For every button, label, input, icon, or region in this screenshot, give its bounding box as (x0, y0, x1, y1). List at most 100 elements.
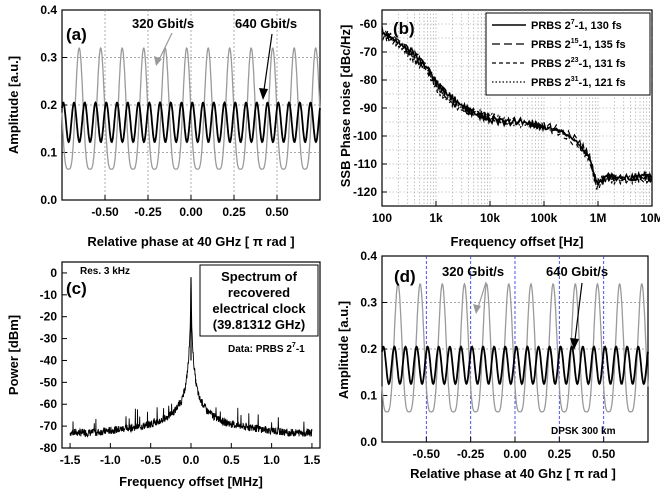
resolution-note: Res. 3 kHz (80, 266, 130, 277)
tick-label-b-y-4: -100 (353, 129, 377, 143)
panel-label-c: (c) (66, 279, 87, 298)
legend-b-label-tail-2: -1, 131 fs (579, 58, 626, 70)
xlabel-c: Frequency offset [MHz] (119, 474, 263, 489)
tick-label-c-y-3: -30 (40, 332, 58, 346)
legend-b-box (485, 12, 651, 96)
legend-b-label-2: PRBS 223-1, 131 fs (531, 57, 626, 70)
tick-label-c-y-1: -10 (40, 288, 58, 302)
legend-b-label-exp-3: 31 (571, 76, 579, 83)
tick-label-b-x-2: 10k (480, 211, 500, 225)
tick-label-d-x-4: 0.50 (592, 447, 616, 461)
tick-label-a-y-1: 0.1 (40, 146, 57, 160)
tick-label-c-x-6: 1.5 (304, 453, 321, 467)
series-c (69, 277, 313, 438)
legend-b-label-tail-3: -1, 121 fs (579, 77, 626, 89)
tick-label-c-y-5: -50 (40, 375, 58, 389)
arrow-d-640 (574, 282, 583, 341)
panel-c: -1.5 -1.0 -0.5 0.0 0.5 1.0 1.5 0 -10 -20 -30 -40 -50… (6, 261, 321, 489)
arrow-a-320 (157, 32, 173, 63)
tick-label-b-y-3: -90 (360, 101, 378, 115)
tick-label-c-y-2: -20 (40, 310, 58, 324)
annotation-a-320: 320 Gbit/s (132, 16, 194, 31)
tick-label-b-x-1: 1k (429, 211, 443, 225)
series-c-spectrum (69, 277, 313, 438)
legend-b-label-base-3: PRBS 2 (531, 77, 571, 89)
arrowhead-d-640 (570, 338, 579, 350)
xlabel-a-text: Relative phase at 40 GHz (87, 234, 241, 249)
data-note-tail: -1 (296, 344, 305, 355)
legend-b-label-base-2: PRBS 2 (531, 58, 571, 70)
legend-b-label-base-1: PRBS 2 (531, 39, 571, 51)
panel-a: -0.50 -0.25 0.00 0.25 0.50 0.0 0.1 0.2 0.3 0.4 (a… (6, 3, 321, 249)
arrowhead-d-320 (473, 304, 481, 314)
legend-b-label-3: PRBS 231-1, 121 fs (531, 76, 626, 89)
arrowhead-a-320 (154, 56, 162, 66)
tick-label-c-x-2: -0.5 (140, 453, 161, 467)
panel-b: 100 1k 10k 100k 1M 10M -60 -70 -80 -90 -100 -110 -12… (338, 9, 660, 249)
ylabel-d: Amplitude [a.u.] (336, 301, 351, 399)
legend-b-label-exp-0: 7 (571, 19, 575, 26)
panel-label-d: (d) (394, 267, 416, 286)
series-d (381, 282, 649, 413)
ticks-b: 100 1k 10k 100k 1M 10M -60 -70 -80 -90 -100 -110 -12… (353, 17, 660, 225)
tick-label-b-y-6: -120 (353, 185, 377, 199)
tick-label-d-x-1: -0.25 (457, 447, 485, 461)
tick-label-a-x-3: 0.25 (222, 205, 246, 219)
ticks-d: -0.50 -0.25 0.00 0.25 0.50 0.0 0.1 0.2 0.3 0.4 (360, 249, 615, 461)
xlabel-d-unit: π rad (574, 466, 608, 481)
tick-label-d-y-1: 0.1 (360, 389, 377, 403)
tick-label-b-y-2: -80 (360, 73, 378, 87)
tick-label-a-x-2: 0.00 (179, 205, 203, 219)
tick-label-a-x-1: -0.25 (134, 205, 162, 219)
tick-label-d-x-0: -0.50 (413, 447, 441, 461)
tick-label-c-x-5: 1.0 (263, 453, 280, 467)
arrow-d-320 (477, 281, 487, 309)
tick-label-a-y-3: 0.3 (40, 51, 57, 65)
tick-label-b-y-0: -60 (360, 17, 378, 31)
xlabel-b: Frequency offset [Hz] (451, 234, 584, 249)
annotation-d-dpsk: DPSK 300 km (551, 426, 616, 437)
tick-label-d-y-0: 0.0 (360, 435, 377, 449)
tick-label-b-y-5: -110 (354, 157, 378, 171)
annotation-c-line1: Spectrum of (221, 269, 298, 284)
legend-b-label-exp-2: 23 (571, 57, 579, 64)
xlabel-a: Relative phase at 40 GHz [ π rad ] (87, 234, 294, 249)
tick-label-c-y-8: -80 (40, 441, 58, 455)
tick-label-a-x-4: 0.50 (265, 205, 289, 219)
ticks-c: -1.5 -1.0 -0.5 0.0 0.5 1.0 1.5 0 -10 -20 -30 -40 -50… (40, 266, 321, 467)
tick-label-b-x-3: 100k (531, 211, 558, 225)
series-d-640 (381, 345, 649, 386)
annotation-a-640: 640 Gbit/s (235, 16, 297, 31)
annotation-c-line3: electrical clock (212, 301, 306, 316)
tick-label-d-y-4: 0.4 (360, 249, 377, 263)
tick-label-c-y-4: -40 (40, 353, 58, 367)
tick-label-a-y-4: 0.4 (40, 3, 57, 17)
tick-label-c-y-7: -70 (40, 419, 58, 433)
annotation-c-line4: (39.81312 GHz) (213, 317, 306, 332)
xlabel-a-unit: π rad (253, 234, 287, 249)
series-a (61, 46, 321, 170)
series-d-320 (381, 282, 649, 413)
annotation-d-320: 320 Gbit/s (442, 264, 504, 279)
panel-label-b: (b) (393, 19, 415, 38)
legend-b-label-1: PRBS 215-1, 135 fs (531, 38, 626, 51)
tick-label-b-x-4: 1M (590, 211, 607, 225)
legend-b-label-base-0: PRBS 2 (531, 20, 571, 32)
data-note-base: Data: PRBS 2 (228, 344, 292, 355)
xlabel-d: Relative phase at 40 Ghz [ π rad ] (410, 466, 616, 481)
tick-label-b-y-1: -70 (360, 45, 378, 59)
tick-label-a-x-0: -0.50 (91, 205, 119, 219)
panel-label-a: (a) (66, 25, 87, 44)
legend-b-label-exp-1: 15 (571, 38, 579, 45)
arrow-a-640 (263, 33, 273, 91)
tick-label-c-x-3: 0.0 (183, 453, 200, 467)
tick-label-c-x-0: -1.5 (60, 453, 81, 467)
annotation-c-line2: recovered (228, 285, 290, 300)
tick-label-c-x-1: -1.0 (100, 453, 121, 467)
series-b (381, 26, 653, 191)
annotation-d-640: 640 Gbit/s (546, 264, 608, 279)
xlabel-d-text: Relative phase at 40 Ghz (410, 466, 563, 481)
series-b-3 (381, 31, 653, 186)
legend-b-label-tail-1: -1, 135 fs (579, 39, 626, 51)
